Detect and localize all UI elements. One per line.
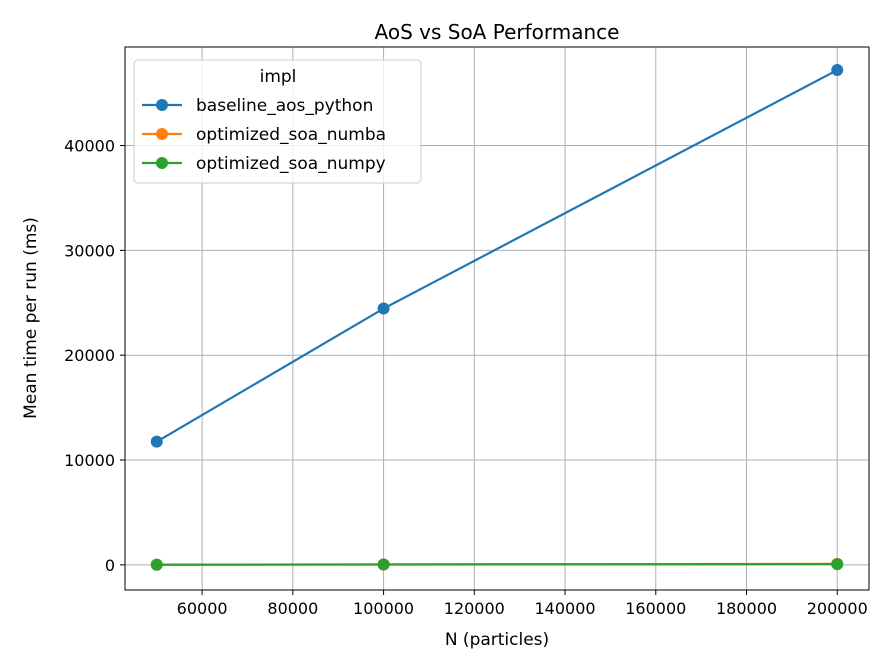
x-axis-ticks: 60000 80000 100000 120000 140000 160000 180000… xyxy=(177,590,868,618)
series-baseline_aos_python xyxy=(150,64,844,448)
legend-entry: optimized_soa_numba xyxy=(142,125,386,145)
series-group xyxy=(150,64,844,571)
data-point xyxy=(377,302,390,315)
chart-title: AoS vs SoA Performance xyxy=(375,20,620,44)
legend-label: optimized_soa_numba xyxy=(196,125,386,145)
legend-label: optimized_soa_numpy xyxy=(196,154,386,174)
x-tick-label: 140000 xyxy=(535,599,596,618)
legend-marker xyxy=(156,99,168,111)
legend-entry: baseline_aos_python xyxy=(142,96,373,116)
y-tick-label: 20000 xyxy=(64,346,115,365)
y-tick-label: 40000 xyxy=(64,137,115,156)
series-line xyxy=(156,563,838,566)
data-point xyxy=(831,64,844,77)
legend-entry: optimized_soa_numpy xyxy=(142,154,386,174)
legend-label: baseline_aos_python xyxy=(196,96,373,116)
x-tick-label: 120000 xyxy=(444,599,505,618)
legend-title: impl xyxy=(260,67,297,87)
y-tick-label: 10000 xyxy=(64,451,115,470)
data-point xyxy=(831,558,844,571)
legend-box xyxy=(133,59,422,184)
y-axis-label: Mean time per run (ms) xyxy=(21,217,41,419)
x-tick-label: 160000 xyxy=(625,599,686,618)
x-tick-label: 180000 xyxy=(716,599,777,618)
x-tick-label: 100000 xyxy=(353,599,414,618)
y-axis-ticks: 0 10000 20000 30000 40000 xyxy=(64,137,125,575)
data-point xyxy=(377,558,390,571)
data-point xyxy=(150,558,163,571)
legend-entries: baseline_aos_python optimized_soa_numbaop… xyxy=(142,96,386,174)
y-tick-label: 0 xyxy=(105,556,115,575)
x-axis-label: N (particles) xyxy=(445,630,549,650)
data-point xyxy=(150,435,163,448)
legend-marker xyxy=(156,128,168,140)
x-tick-label: 200000 xyxy=(807,599,868,618)
series-optimized_soa_numpy xyxy=(150,558,844,571)
x-tick-label: 60000 xyxy=(177,599,228,618)
x-tick-label: 80000 xyxy=(267,599,318,618)
plot-frame xyxy=(124,46,870,591)
y-tick-label: 30000 xyxy=(64,241,115,260)
legend-marker xyxy=(156,157,168,169)
legend: impl baseline_aos_python optimized_soa_nu… xyxy=(133,59,422,184)
